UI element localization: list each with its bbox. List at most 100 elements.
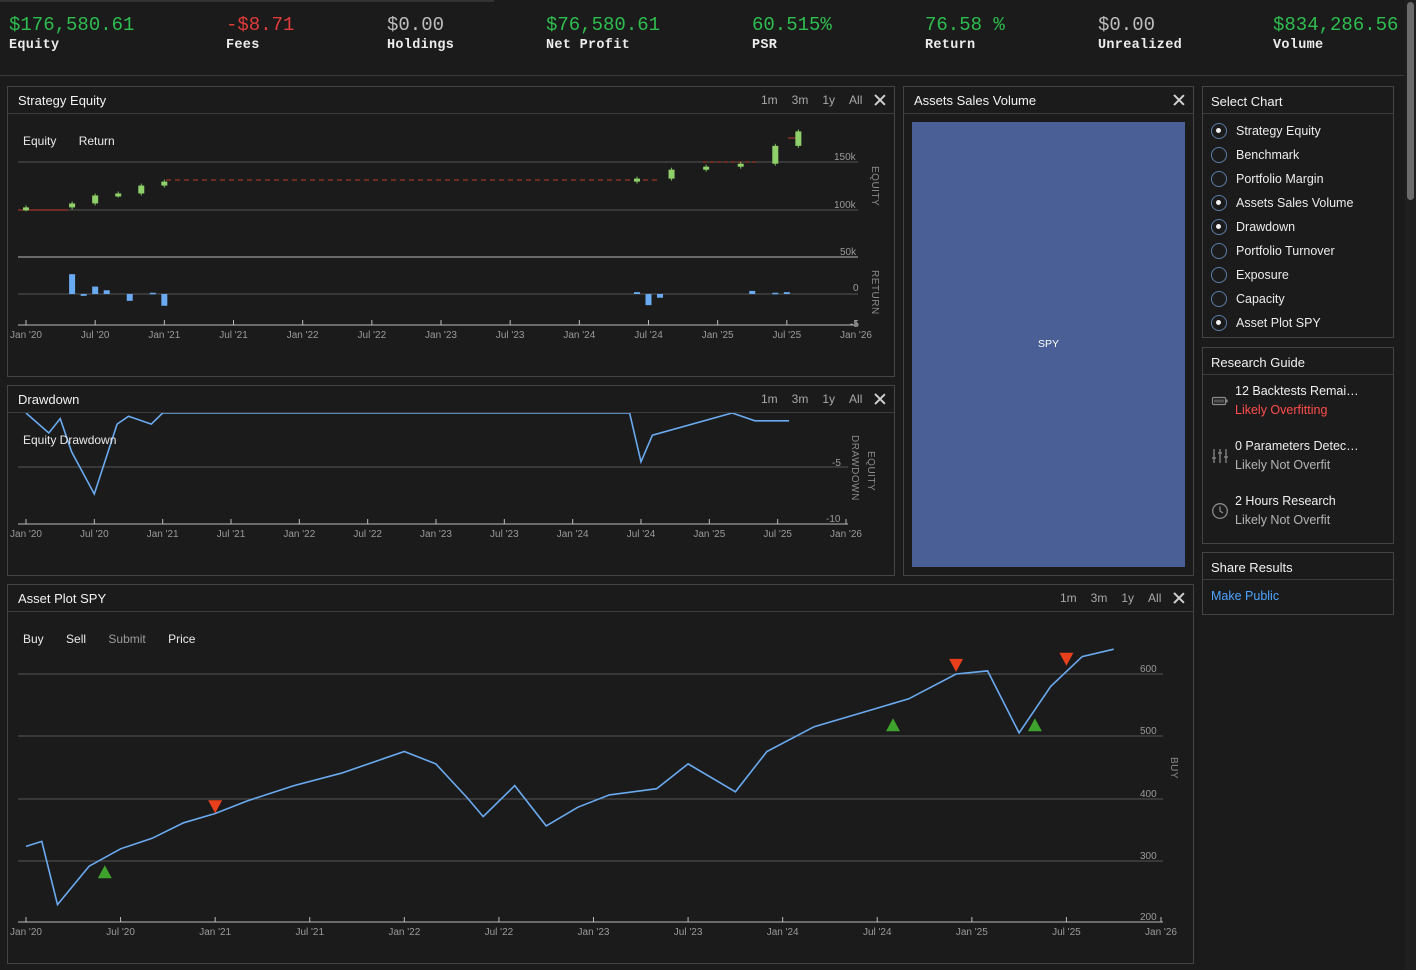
buy-marker xyxy=(886,718,901,732)
x-tick-label: Jul '22 xyxy=(358,330,387,341)
legend-equity-drawdown[interactable]: Equity Drawdown xyxy=(23,433,117,447)
x-tick-label: Jul '22 xyxy=(485,927,514,938)
x-tick-label: Jan '26 xyxy=(1145,927,1177,938)
x-tick-label: Jul '20 xyxy=(81,330,110,341)
y-tick-label: 0 xyxy=(853,283,859,294)
stat-return: 76.58 % Return xyxy=(925,14,1005,53)
range-1m-button[interactable]: 1m xyxy=(761,392,778,406)
equity-candle xyxy=(115,193,122,197)
x-tick-label: Jul '24 xyxy=(627,529,656,540)
chart-option-drawdown[interactable]: Drawdown xyxy=(1211,218,1295,236)
chart-option-strategy-equity[interactable]: Strategy Equity xyxy=(1211,122,1321,140)
range-3m-button[interactable]: 3m xyxy=(791,93,809,107)
chart-option-assets-sales-volume[interactable]: Assets Sales Volume xyxy=(1211,194,1353,212)
panel-header: Drawdown 1m 3m 1y All xyxy=(8,386,894,413)
stat-holdings: $0.00 Holdings xyxy=(387,14,454,53)
legend-return[interactable]: Return xyxy=(78,134,115,148)
sell-marker xyxy=(208,800,223,814)
return-bar xyxy=(657,294,664,298)
stat-value: 60.515% xyxy=(752,14,832,36)
asset-price-chart: 600 500 400 300 200 BUY Jan '20 Jul '20 Ja… xyxy=(10,648,1179,938)
y-tick-label: 150k xyxy=(834,152,857,163)
panel-title: Asset Plot SPY xyxy=(18,591,107,606)
share-results-box: Share Results Make Public xyxy=(1202,552,1394,615)
volume-bar-spy[interactable]: SPY xyxy=(912,122,1185,567)
range-all-button[interactable]: All xyxy=(849,392,863,406)
panel-title: Strategy Equity xyxy=(18,93,107,108)
radio-button[interactable] xyxy=(1211,243,1227,259)
drawdown-chart: -5 -10 DRAWDOWN EQUITY Jan '20 Jul '20 Jan… xyxy=(10,413,876,540)
y-axis-label: EQUITY xyxy=(869,166,880,206)
chart-legend: Buy Sell Submit Price xyxy=(23,632,214,646)
range-1y-button[interactable]: 1y xyxy=(822,93,836,107)
return-bar xyxy=(92,286,99,294)
range-1y-button[interactable]: 1y xyxy=(822,392,836,406)
close-icon[interactable] xyxy=(1172,93,1186,107)
stat-value: $0.00 xyxy=(1098,14,1156,36)
range-1m-button[interactable]: 1m xyxy=(761,93,778,107)
range-buttons: 1m 3m 1y All xyxy=(747,93,862,107)
radio-button[interactable] xyxy=(1211,267,1227,283)
equity-chart: 150k 100k 50k 0 -5 EQUITY RETURN Jan '20… xyxy=(10,129,880,341)
radio-button[interactable] xyxy=(1211,123,1227,139)
x-tick-label: Jan '25 xyxy=(956,927,988,938)
range-all-button[interactable]: All xyxy=(1148,591,1162,605)
close-icon[interactable] xyxy=(873,392,887,406)
stat-unrealized: $0.00 Unrealized xyxy=(1098,14,1182,53)
chart-option-capacity[interactable]: Capacity xyxy=(1211,290,1285,308)
range-3m-button[interactable]: 3m xyxy=(1090,591,1108,605)
equity-candle xyxy=(737,163,744,167)
legend-buy[interactable]: Buy xyxy=(23,632,44,646)
return-bar xyxy=(103,290,110,294)
x-tick-label: Jan '20 xyxy=(10,529,42,540)
chart-option-portfolio-turnover[interactable]: Portfolio Turnover xyxy=(1211,242,1335,260)
radio-button[interactable] xyxy=(1211,315,1227,331)
range-3m-button[interactable]: 3m xyxy=(791,392,809,406)
range-buttons: 1m 3m 1y All xyxy=(747,392,862,406)
radio-button[interactable] xyxy=(1211,195,1227,211)
range-all-button[interactable]: All xyxy=(849,93,863,107)
make-public-link[interactable]: Make Public xyxy=(1211,589,1280,603)
price-line xyxy=(25,648,1114,907)
return-bar xyxy=(645,294,652,306)
chart-option-benchmark[interactable]: Benchmark xyxy=(1211,146,1299,164)
research-guide-box: Research Guide 12 Backtests Remai… Likel… xyxy=(1202,347,1394,544)
radio-button[interactable] xyxy=(1211,219,1227,235)
radio-button[interactable] xyxy=(1211,291,1227,307)
guide-item-hours: 2 Hours Research Likely Not Overfit xyxy=(1211,494,1391,534)
equity-candle xyxy=(772,145,779,164)
legend-sell[interactable]: Sell xyxy=(66,632,87,646)
chart-option-exposure[interactable]: Exposure xyxy=(1211,266,1289,284)
page-scrollbar[interactable] xyxy=(1405,0,1416,970)
close-icon[interactable] xyxy=(1172,591,1186,605)
select-chart-title: Select Chart xyxy=(1203,87,1393,114)
x-tick-label: Jul '22 xyxy=(353,529,382,540)
y-tick-label: -10 xyxy=(826,514,841,525)
range-1y-button[interactable]: 1y xyxy=(1121,591,1135,605)
stat-label: Return xyxy=(925,38,976,53)
range-1m-button[interactable]: 1m xyxy=(1060,591,1077,605)
equity-candle xyxy=(69,203,76,208)
close-icon[interactable] xyxy=(873,93,887,107)
x-tick-label: Jul '24 xyxy=(863,927,892,938)
stat-label: Unrealized xyxy=(1098,38,1183,53)
guide-item-status: Likely Not Overfit xyxy=(1235,458,1331,472)
radio-button[interactable] xyxy=(1211,147,1227,163)
panel-title: Assets Sales Volume xyxy=(914,93,1037,108)
battery-icon xyxy=(1211,396,1228,406)
radio-button[interactable] xyxy=(1211,171,1227,187)
legend-price[interactable]: Price xyxy=(168,632,196,646)
chart-option-portfolio-margin[interactable]: Portfolio Margin xyxy=(1211,170,1324,188)
x-tick-label: Jan '23 xyxy=(578,927,610,938)
chart-option-asset-plot-spy[interactable]: Asset Plot SPY xyxy=(1211,314,1321,332)
stat-psr: 60.515% PSR xyxy=(752,14,832,53)
stat-label: Equity xyxy=(9,38,60,53)
guide-item-title: 0 Parameters Detec… xyxy=(1235,439,1359,453)
y-axis-label: DRAWDOWN xyxy=(849,435,860,501)
stat-value: 76.58 % xyxy=(925,14,1005,36)
scrollbar-thumb[interactable] xyxy=(1407,2,1414,200)
stat-value: $76,580.61 xyxy=(546,14,661,36)
x-tick-label: Jul '25 xyxy=(773,330,802,341)
legend-submit[interactable]: Submit xyxy=(108,632,146,646)
legend-equity[interactable]: Equity xyxy=(23,134,57,148)
